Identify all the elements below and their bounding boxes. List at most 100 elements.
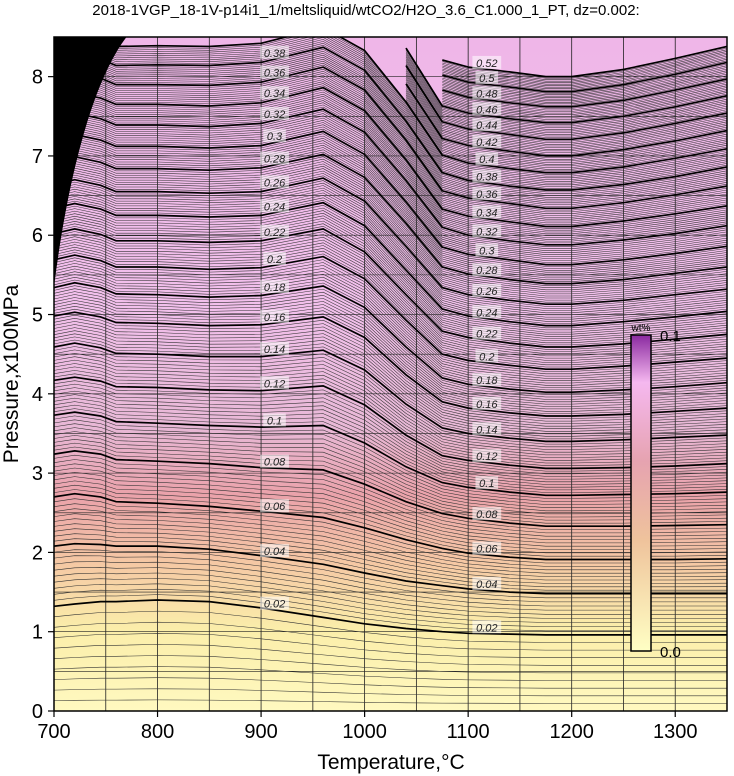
minor-contour-line <box>54 476 727 547</box>
contour-label: 0.36 <box>260 65 289 80</box>
minor-contour-line <box>405 90 727 163</box>
minor-contour-line <box>54 339 727 440</box>
minor-contour-line <box>405 79 727 153</box>
x-tick-label: 800 <box>141 721 174 743</box>
contour-label: 0.12 <box>472 449 502 463</box>
contour-line-0.2 <box>54 254 727 371</box>
contour-label: 0.28 <box>472 263 502 277</box>
y-tick-label: 5 <box>32 305 43 327</box>
minor-contour-line <box>442 65 727 95</box>
contour-line-0.26 <box>54 177 727 306</box>
minor-contour-line <box>405 60 727 135</box>
minor-contour-line <box>54 77 727 218</box>
minor-contour-line <box>54 294 727 403</box>
contour-line-0.5 <box>442 61 727 93</box>
minor-contour-line <box>54 318 727 422</box>
contour-line-0.12 <box>54 376 727 470</box>
minor-contour-line <box>54 56 727 200</box>
contour-label: 0.3 <box>475 243 499 257</box>
minor-contour-line <box>442 49 727 80</box>
contour-label-text: 0.08 <box>476 509 498 521</box>
minor-contour-line <box>54 297 727 405</box>
minor-contour-line <box>442 55 727 86</box>
minor-contour-line <box>54 463 727 537</box>
minor-contour-line <box>54 467 727 540</box>
minor-contour-line <box>54 518 727 577</box>
contour-line-0.46 <box>405 47 727 124</box>
contour-label: 0.16 <box>472 396 502 411</box>
contour-label: 0.2 <box>263 251 286 266</box>
contour-label-text: 0.04 <box>476 579 497 591</box>
minor-contour-line <box>405 74 727 148</box>
contour-label-text: 0.26 <box>476 286 498 298</box>
contour-label: 0.14 <box>260 341 289 356</box>
contour-label: 0.22 <box>472 326 502 341</box>
contour-line-0.04 <box>54 542 727 595</box>
contour-label-bg <box>472 541 502 555</box>
contour-label-text: 0.16 <box>264 312 286 324</box>
minor-contour-line <box>54 246 727 363</box>
contour-label-bg <box>472 373 502 387</box>
minor-contour-line <box>54 279 727 391</box>
minor-contour-line <box>442 63 727 94</box>
minor-contour-line <box>54 190 727 316</box>
contour-label-bg <box>260 376 289 390</box>
minor-contour-line <box>405 100 727 172</box>
contour-label-bg <box>260 596 289 610</box>
minor-contour-line <box>54 404 727 491</box>
minor-contour-line <box>54 96 727 235</box>
minor-contour-line <box>54 252 727 368</box>
minor-contour-line <box>54 51 727 194</box>
contour-label-bg <box>472 118 502 132</box>
minor-contour-line <box>405 72 727 147</box>
minor-contour-line <box>405 70 727 145</box>
minor-contour-line <box>54 303 727 410</box>
contour-label-bg <box>263 129 286 143</box>
contour-label: 0.08 <box>472 507 502 521</box>
contour-label-text: 0.38 <box>476 172 498 184</box>
contour-label-bg <box>475 70 499 84</box>
contour-label-bg <box>260 454 289 468</box>
minor-contour-line <box>54 128 727 263</box>
x-axis-label: Temperature,°C <box>317 751 464 774</box>
contour-label-text: 0.42 <box>476 137 497 149</box>
minor-contour-line <box>54 147 727 279</box>
minor-contour-line <box>54 192 727 318</box>
minor-contour-line <box>54 327 727 429</box>
minor-contour-line <box>54 64 727 207</box>
y-axis-ticks: 0 1 2 3 4 5 6 7 8 <box>32 67 54 723</box>
contour-label-text: 0.34 <box>264 88 285 100</box>
minor-contour-line <box>54 85 727 225</box>
contour-label-bg <box>472 326 502 340</box>
minor-contour-line <box>54 173 727 301</box>
contour-label-bg <box>260 151 289 165</box>
minor-contour-line <box>54 135 727 269</box>
minor-contour-line <box>54 111 727 247</box>
minor-contour-line <box>405 89 727 162</box>
minor-contour-line <box>54 644 727 666</box>
x-tick-label: 1200 <box>549 721 594 743</box>
minor-contour-line <box>54 156 727 286</box>
contour-label-text: 0.22 <box>476 329 497 341</box>
minor-contour-line <box>442 80 727 109</box>
minor-contour-line <box>54 397 727 485</box>
minor-contour-line <box>54 349 727 448</box>
minor-contour-line <box>54 308 727 414</box>
minor-contour-line <box>54 265 727 379</box>
contour-label-text: 0.24 <box>476 307 497 319</box>
minor-contour-line <box>405 54 727 130</box>
contour-label: 0.5 <box>475 70 499 85</box>
contour-label-bg <box>260 499 289 513</box>
minor-contour-line <box>54 124 727 259</box>
minor-contour-line <box>405 78 727 152</box>
contour-line-0.42 <box>405 83 727 157</box>
minor-contour-line <box>54 175 727 303</box>
contour-line-0.14 <box>54 342 727 443</box>
contour-label-text: 0.3 <box>479 245 495 257</box>
minor-contour-line <box>54 205 727 329</box>
minor-contour-line <box>54 489 727 557</box>
contour-label: 0.46 <box>472 102 502 116</box>
minor-contour-line <box>54 699 727 704</box>
minor-contour-line <box>54 207 727 331</box>
contour-label-text: 0.06 <box>476 544 498 556</box>
